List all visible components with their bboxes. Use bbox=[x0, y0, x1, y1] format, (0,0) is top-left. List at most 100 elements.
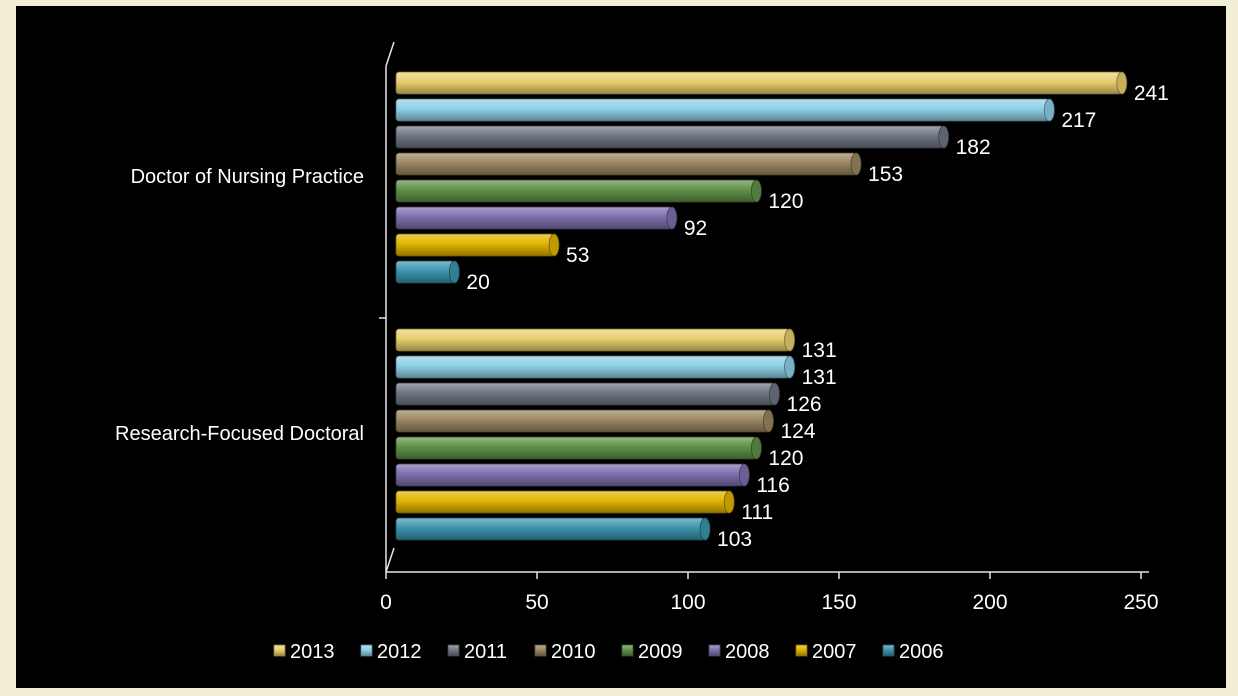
bar bbox=[395, 355, 796, 379]
y-axis-top-edge bbox=[385, 41, 395, 67]
legend-item: 2007 bbox=[795, 641, 857, 663]
bar-chart: 0 50 100 150 200 250 Doctor of Nursing Practi… bbox=[115, 41, 1169, 663]
legend-label: 2013 bbox=[290, 641, 335, 663]
bar-body bbox=[395, 355, 791, 379]
bar-body bbox=[395, 409, 769, 433]
legend-label: 2012 bbox=[377, 641, 422, 663]
data-label: 131 bbox=[802, 366, 837, 389]
bar bbox=[395, 233, 560, 257]
bar-end-cap bbox=[666, 206, 678, 230]
x-tick-label: 0 bbox=[380, 591, 392, 614]
bar bbox=[395, 517, 711, 541]
bar bbox=[395, 152, 862, 176]
bar bbox=[395, 436, 762, 460]
data-label: 120 bbox=[768, 190, 803, 213]
data-label: 182 bbox=[956, 136, 991, 159]
legend-swatch bbox=[273, 644, 286, 657]
legend-item: 2009 bbox=[621, 641, 683, 663]
bar-body bbox=[395, 517, 706, 541]
bar-end-cap bbox=[1116, 71, 1128, 95]
bar-end-cap bbox=[938, 125, 950, 149]
bar-body bbox=[395, 98, 1050, 122]
data-label: 120 bbox=[768, 447, 803, 470]
data-label: 53 bbox=[566, 244, 589, 267]
x-tick-label: 250 bbox=[1123, 591, 1158, 614]
bar-end-cap bbox=[699, 517, 711, 541]
legend-item: 2010 bbox=[534, 641, 596, 663]
bar bbox=[395, 98, 1055, 122]
bar bbox=[395, 382, 780, 406]
chart-panel: 0 50 100 150 200 250 Doctor of Nursing Practi… bbox=[16, 6, 1226, 688]
bar-end-cap bbox=[784, 355, 796, 379]
data-label: 116 bbox=[756, 474, 789, 497]
legend-label: 2006 bbox=[899, 641, 944, 663]
bar-body bbox=[395, 125, 945, 149]
bar-body bbox=[395, 382, 775, 406]
data-label: 126 bbox=[787, 393, 822, 416]
data-label: 131 bbox=[802, 339, 837, 362]
bar-body bbox=[395, 490, 730, 514]
data-label: 103 bbox=[717, 528, 752, 551]
bar bbox=[395, 409, 774, 433]
legend-label: 2008 bbox=[725, 641, 770, 663]
legend-swatch bbox=[360, 644, 373, 657]
bar-end-cap bbox=[738, 463, 750, 487]
data-label: 111 bbox=[741, 501, 773, 524]
legend-item: 2006 bbox=[882, 641, 944, 663]
data-label: 124 bbox=[780, 420, 815, 443]
bar-end-cap bbox=[751, 179, 762, 203]
data-label: 92 bbox=[684, 217, 707, 240]
bar-end-cap bbox=[769, 382, 780, 406]
legend-item: 2011 bbox=[447, 641, 507, 663]
bar bbox=[395, 206, 678, 230]
legend-item: 2012 bbox=[360, 641, 422, 663]
bar bbox=[395, 260, 460, 284]
category-label: Research-Focused Doctoral bbox=[115, 423, 364, 445]
x-tick-label: 150 bbox=[821, 591, 856, 614]
legend-label: 2011 bbox=[464, 641, 507, 663]
data-label: 217 bbox=[1061, 109, 1096, 132]
legend-label: 2007 bbox=[812, 641, 857, 663]
bar-body bbox=[395, 179, 757, 203]
bar bbox=[395, 328, 796, 352]
bar-body bbox=[395, 206, 673, 230]
bar-end-cap bbox=[723, 490, 735, 514]
bar bbox=[395, 463, 750, 487]
x-tick-label: 50 bbox=[525, 591, 548, 614]
bar bbox=[395, 125, 950, 149]
legend-swatch bbox=[447, 644, 460, 657]
bar-body bbox=[395, 71, 1123, 95]
legend-swatch bbox=[795, 644, 808, 657]
bar bbox=[395, 71, 1128, 95]
bar-end-cap bbox=[548, 233, 560, 257]
bar-end-cap bbox=[784, 328, 796, 352]
legend-swatch bbox=[621, 644, 634, 657]
bar-end-cap bbox=[751, 436, 762, 460]
x-axis-depth-edge bbox=[385, 547, 395, 573]
bar-body bbox=[395, 260, 455, 284]
data-label: 241 bbox=[1134, 82, 1169, 105]
legend-label: 2009 bbox=[638, 641, 683, 663]
bar-end-cap bbox=[850, 152, 862, 176]
labels-layer: Doctor of Nursing Practice Research-Focus… bbox=[115, 82, 1169, 551]
legend-item: 2013 bbox=[273, 641, 335, 663]
bar-body bbox=[395, 152, 857, 176]
bars-layer bbox=[395, 71, 1128, 541]
bar-end-cap bbox=[448, 260, 460, 284]
legend-swatch bbox=[882, 644, 895, 657]
category-label: Doctor of Nursing Practice bbox=[131, 166, 364, 188]
axis-layer: 0 50 100 150 200 250 bbox=[379, 41, 1159, 614]
bar bbox=[395, 490, 735, 514]
bar-end-cap bbox=[1043, 98, 1055, 122]
x-tick-label: 200 bbox=[972, 591, 1007, 614]
bar-body bbox=[395, 463, 745, 487]
legend-swatch bbox=[534, 644, 547, 657]
legend-item: 2008 bbox=[708, 641, 770, 663]
bar-body bbox=[395, 328, 791, 352]
bar-body bbox=[395, 233, 555, 257]
legend: 2013 2012 2011 2010 2009 2008 2007 2006 bbox=[273, 641, 944, 663]
data-label: 153 bbox=[868, 163, 903, 186]
legend-swatch bbox=[708, 644, 721, 657]
data-label: 20 bbox=[466, 271, 489, 294]
legend-label: 2010 bbox=[551, 641, 596, 663]
